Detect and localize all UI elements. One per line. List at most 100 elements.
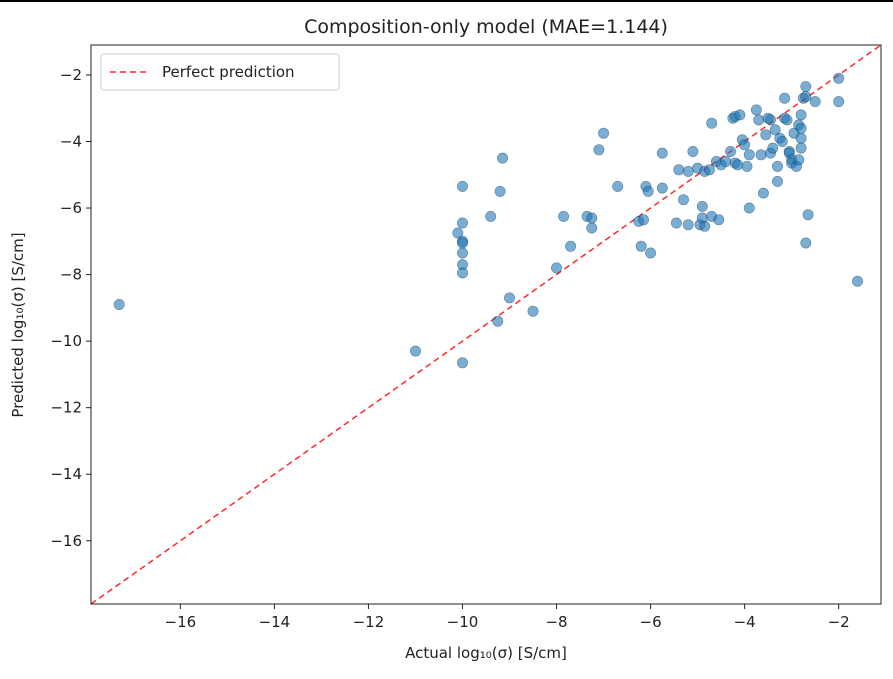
data-point bbox=[558, 210, 570, 222]
data-point bbox=[739, 139, 751, 151]
data-point bbox=[456, 357, 468, 369]
data-point bbox=[456, 180, 468, 192]
y-tick-label: −16 bbox=[50, 532, 82, 550]
data-point bbox=[682, 219, 694, 231]
data-point bbox=[771, 160, 783, 172]
data-point bbox=[795, 142, 807, 154]
data-point bbox=[703, 164, 715, 176]
data-point bbox=[732, 159, 744, 171]
x-tick-label: −10 bbox=[447, 613, 479, 631]
data-point bbox=[635, 240, 647, 252]
data-point bbox=[795, 109, 807, 121]
data-point bbox=[485, 210, 497, 222]
x-tick-label: −12 bbox=[353, 613, 385, 631]
data-point bbox=[452, 227, 464, 239]
data-point bbox=[767, 142, 779, 154]
data-point bbox=[802, 209, 814, 221]
data-point bbox=[760, 129, 772, 141]
data-point bbox=[741, 160, 753, 172]
data-point bbox=[764, 114, 776, 126]
data-point bbox=[800, 91, 812, 103]
data-point bbox=[757, 187, 769, 199]
y-tick-label: −12 bbox=[50, 399, 82, 417]
x-tick-label: −8 bbox=[545, 613, 567, 631]
data-point bbox=[800, 81, 812, 93]
data-point bbox=[456, 247, 468, 259]
data-point bbox=[612, 180, 624, 192]
data-point bbox=[769, 124, 781, 136]
data-point bbox=[656, 182, 668, 194]
data-point bbox=[809, 96, 821, 108]
data-point bbox=[781, 114, 793, 126]
data-point bbox=[851, 275, 863, 287]
data-point bbox=[793, 154, 805, 166]
data-point bbox=[833, 72, 845, 84]
data-point bbox=[565, 240, 577, 252]
legend-box bbox=[100, 53, 340, 91]
data-point bbox=[720, 156, 732, 168]
data-point bbox=[706, 117, 718, 129]
data-point bbox=[642, 185, 654, 197]
x-tick-label: −6 bbox=[640, 613, 662, 631]
data-point bbox=[456, 237, 468, 249]
data-point bbox=[527, 305, 539, 317]
data-point bbox=[713, 214, 725, 226]
data-point bbox=[753, 114, 765, 126]
x-axis: −16 −14 −12 −10 −8 −6 −4 −2 bbox=[165, 604, 850, 631]
x-axis-label: Actual log₁₀(σ) [S/cm] bbox=[405, 644, 567, 662]
data-point bbox=[687, 146, 699, 158]
data-point bbox=[456, 217, 468, 229]
data-point bbox=[776, 136, 788, 148]
data-point bbox=[496, 152, 508, 164]
data-point bbox=[795, 122, 807, 134]
legend: Perfect prediction bbox=[100, 53, 340, 91]
y-tick-label: −2 bbox=[60, 66, 82, 84]
data-point bbox=[494, 185, 506, 197]
y-tick-label: −8 bbox=[60, 266, 82, 284]
data-point bbox=[682, 165, 694, 177]
data-point bbox=[800, 237, 812, 249]
data-point bbox=[503, 292, 515, 304]
y-axis-label: Predicted log₁₀(σ) [S/cm] bbox=[9, 232, 27, 417]
perfect-prediction-line bbox=[90, 44, 882, 605]
data-point bbox=[696, 200, 708, 212]
data-point bbox=[771, 175, 783, 187]
data-point bbox=[833, 96, 845, 108]
data-point bbox=[645, 247, 657, 259]
data-point bbox=[456, 267, 468, 279]
chart-title: Composition-only model (MAE=1.144) bbox=[304, 16, 668, 38]
x-tick-label: −14 bbox=[259, 613, 291, 631]
plot-frame bbox=[90, 44, 882, 605]
y-tick-label: −14 bbox=[50, 465, 82, 483]
legend-label: Perfect prediction bbox=[162, 63, 295, 81]
data-point bbox=[795, 132, 807, 144]
data-point bbox=[779, 92, 791, 104]
y-tick-label: −4 bbox=[60, 132, 82, 150]
data-point bbox=[734, 109, 746, 121]
x-tick-label: −4 bbox=[734, 613, 756, 631]
x-tick-label: −2 bbox=[828, 613, 850, 631]
data-point bbox=[673, 164, 685, 176]
data-point bbox=[656, 147, 668, 159]
x-tick-label: −16 bbox=[165, 613, 197, 631]
data-point bbox=[598, 127, 610, 139]
data-point bbox=[743, 202, 755, 214]
y-axis: −16 −14 −12 −10 −8 −6 −4 −2 bbox=[50, 66, 91, 550]
data-point bbox=[586, 212, 598, 224]
y-tick-label: −10 bbox=[50, 332, 82, 350]
data-point bbox=[724, 146, 736, 158]
data-point bbox=[755, 149, 767, 161]
data-point bbox=[750, 104, 762, 116]
data-point bbox=[492, 315, 504, 327]
data-point bbox=[593, 144, 605, 156]
data-point bbox=[409, 345, 421, 357]
data-point bbox=[677, 194, 689, 206]
data-point bbox=[699, 220, 711, 232]
data-point bbox=[550, 262, 562, 274]
y-tick-label: −6 bbox=[60, 199, 82, 217]
data-points bbox=[113, 72, 863, 369]
data-point bbox=[637, 214, 649, 226]
data-point bbox=[586, 222, 598, 234]
